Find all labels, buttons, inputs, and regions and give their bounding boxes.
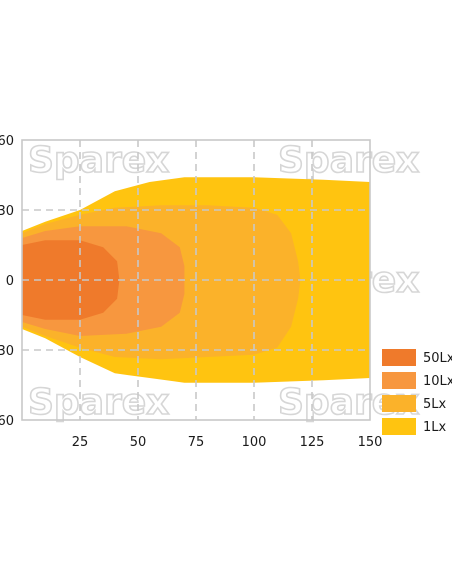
legend-label-50lx: 50Lx (423, 351, 452, 366)
x-tick-label: 50 (130, 435, 147, 450)
sparex-watermark: Sparex (278, 140, 419, 181)
legend-swatch-5lx (382, 395, 416, 412)
x-tick-label: 75 (188, 435, 205, 450)
x-tick-label: 25 (72, 435, 89, 450)
grid-layer (22, 140, 370, 420)
plot-frame (21, 139, 371, 421)
y-tick-label: -30 (0, 344, 14, 359)
x-tick-label: 100 (242, 435, 267, 450)
tick-label-layer: 25 50 75 100 125 150 60 30 0 -30 -60 (0, 134, 382, 450)
y-tick-label: 60 (0, 134, 14, 149)
x-tick-label: 150 (358, 435, 383, 450)
legend-label-1lx: 1Lx (423, 420, 447, 435)
sparex-watermark: Sparex (28, 382, 169, 423)
y-tick-label: -60 (0, 414, 14, 429)
y-tick-label: 0 (6, 274, 14, 289)
legend-swatch-50lx (382, 349, 416, 366)
y-tick-label: 30 (0, 204, 14, 219)
legend-swatch-1lx (382, 418, 416, 435)
legend-label-10lx: 10Lx (423, 374, 452, 389)
plot-border (21, 139, 371, 421)
legend: 50Lx 10Lx 5Lx 1Lx (382, 349, 452, 435)
legend-label-5lx: 5Lx (423, 397, 447, 412)
sparex-watermark: Sparex (28, 140, 169, 181)
x-tick-label: 125 (300, 435, 325, 450)
legend-swatch-10lx (382, 372, 416, 389)
